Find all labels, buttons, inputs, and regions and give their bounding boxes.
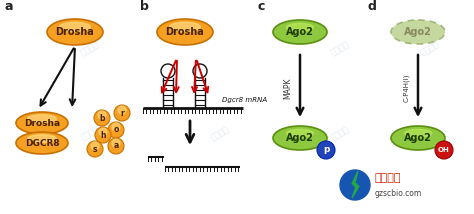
Ellipse shape <box>16 132 68 154</box>
Polygon shape <box>352 171 359 198</box>
Text: Drosha: Drosha <box>165 27 204 37</box>
Text: r: r <box>120 108 124 117</box>
Ellipse shape <box>47 19 103 45</box>
Text: MAPK: MAPK <box>283 77 292 99</box>
Text: Ago2: Ago2 <box>404 133 432 143</box>
Text: 广州赛诚: 广州赛诚 <box>79 39 101 57</box>
Text: Dgcr8 mRNA: Dgcr8 mRNA <box>222 97 267 103</box>
Ellipse shape <box>60 22 91 31</box>
Text: Drosha: Drosha <box>55 27 94 37</box>
Circle shape <box>91 142 99 150</box>
Text: 广州赛诚: 广州赛诚 <box>419 39 441 57</box>
Circle shape <box>99 128 107 136</box>
Text: d: d <box>368 0 377 13</box>
Text: h: h <box>100 131 106 140</box>
Text: c: c <box>258 0 265 13</box>
Ellipse shape <box>286 129 313 137</box>
Text: a: a <box>113 141 118 150</box>
Circle shape <box>94 110 110 126</box>
Circle shape <box>87 141 103 157</box>
Text: o: o <box>113 125 118 135</box>
Text: C-P4H(I): C-P4H(I) <box>403 74 409 102</box>
Text: b: b <box>99 113 105 122</box>
Circle shape <box>114 105 130 121</box>
Text: 广州赛诚: 广州赛诚 <box>79 124 101 142</box>
Ellipse shape <box>170 22 201 31</box>
Text: Ago2: Ago2 <box>286 133 314 143</box>
Text: 赛诚生物: 赛诚生物 <box>375 173 401 183</box>
Text: DGCR8: DGCR8 <box>25 138 59 147</box>
Ellipse shape <box>391 126 445 150</box>
Text: 广州赛诚: 广州赛诚 <box>209 124 231 142</box>
Text: gzscbio.com: gzscbio.com <box>375 189 422 198</box>
Ellipse shape <box>404 129 431 137</box>
Text: a: a <box>5 0 13 13</box>
Circle shape <box>118 106 126 114</box>
Circle shape <box>193 64 207 78</box>
Ellipse shape <box>27 115 56 122</box>
Ellipse shape <box>286 23 313 31</box>
Ellipse shape <box>273 126 327 150</box>
Text: p: p <box>323 146 329 155</box>
Text: Ago2: Ago2 <box>404 27 432 37</box>
Circle shape <box>98 111 106 119</box>
Text: b: b <box>140 0 149 13</box>
Circle shape <box>340 170 370 200</box>
Circle shape <box>317 141 335 159</box>
Ellipse shape <box>27 135 56 143</box>
Text: 广州赛诚: 广州赛诚 <box>419 124 441 142</box>
Text: Drosha: Drosha <box>24 119 60 128</box>
Circle shape <box>161 64 175 78</box>
Text: 广州赛诚: 广州赛诚 <box>189 24 211 42</box>
Text: OH: OH <box>438 147 450 153</box>
Circle shape <box>108 122 124 138</box>
Ellipse shape <box>391 20 445 44</box>
Ellipse shape <box>16 112 68 134</box>
Circle shape <box>95 127 111 143</box>
Ellipse shape <box>157 19 213 45</box>
Text: s: s <box>93 144 97 153</box>
Circle shape <box>435 141 453 159</box>
Circle shape <box>112 123 120 131</box>
Text: 广州赛诚: 广州赛诚 <box>329 39 351 57</box>
Text: Ago2: Ago2 <box>286 27 314 37</box>
Circle shape <box>108 138 124 154</box>
Ellipse shape <box>273 20 327 44</box>
Text: 广州赛诚: 广州赛诚 <box>329 124 351 142</box>
Circle shape <box>112 139 120 147</box>
